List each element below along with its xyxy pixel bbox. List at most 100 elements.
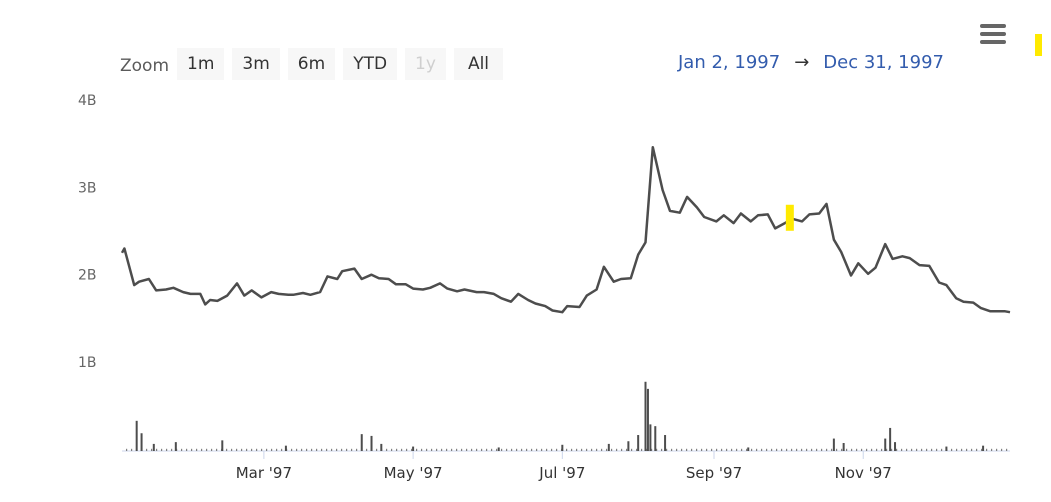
y-tick-label: 4B [78,93,97,109]
volume-bar-small [436,448,438,451]
zoom-label: Zoom [120,56,170,76]
volume-bar [649,424,652,451]
volume-bar [644,381,647,451]
range-arrow: → [794,52,810,73]
volume-bar-small [766,448,768,451]
volume-bar-small [391,448,393,451]
highlight-marker [1035,34,1042,56]
volume-bar-small [631,448,633,451]
volume-bar-small [441,448,443,451]
volume-bar-small [976,448,978,451]
volume-bar-small [621,448,623,451]
zoom-1y-button[interactable]: 1y [405,48,446,80]
volume-bar [646,388,649,451]
volume-bar-small [941,448,943,451]
volume-bar-small [651,448,653,451]
volume-bar [894,442,897,451]
volume-bar-small [871,448,873,451]
volume-bar-small [851,448,853,451]
volume-bar-small [251,448,253,451]
volume-bar-small [946,448,948,451]
volume-bar-small [366,448,368,451]
volume-bar [152,443,155,451]
volume-bar-small [156,448,158,451]
volume-bar-small [691,448,693,451]
volume-bar [654,426,657,451]
zoom-6m-button[interactable]: 6m [287,48,336,80]
volume-bar-small [491,448,493,451]
volume-bar [140,433,143,451]
volume-bar-small [926,448,928,451]
volume-bar [284,445,287,451]
volume-bar-small [836,448,838,451]
volume-bar-small [591,448,593,451]
volume-bar-small [656,448,658,451]
volume-bar-small [861,448,863,451]
volume-bar-small [891,448,893,451]
volume-bar-small [636,448,638,451]
volume-bar-small [481,448,483,451]
volume-bar-small [826,448,828,451]
volume-bar-small [381,448,383,451]
range-from[interactable]: Jan 2, 1997 [678,52,781,73]
volume-bar-small [896,448,898,451]
volume-bar-small [136,448,138,451]
volume-bar-small [236,448,238,451]
volume-bar-small [881,448,883,451]
volume-bar-small [426,448,428,451]
volume-bar-small [466,448,468,451]
volume-bar-small [326,448,328,451]
volume-bar-small [686,448,688,451]
volume-bar-small [376,448,378,451]
zoom-3m-button[interactable]: 3m [232,48,280,80]
volume-bar-small [246,448,248,451]
zoom-ytd-button[interactable]: YTD [343,48,398,80]
volume-bar-small [821,448,823,451]
volume-bar-small [596,448,598,451]
volume-bar-small [956,448,958,451]
volume-bar [627,441,630,451]
volume-bar-small [866,448,868,451]
volume-bar-small [901,448,903,451]
volume-bar [832,438,835,451]
volume-bar-small [616,448,618,451]
range-to[interactable]: Dec 31, 1997 [823,52,944,73]
volume-bar-small [421,448,423,451]
volume-bar-small [166,448,168,451]
volume-bar-small [706,448,708,451]
volume-bar [889,427,892,451]
volume-bar [380,443,383,451]
volume-bar-small [561,448,563,451]
volume-bar-small [346,448,348,451]
volume-bar-small [146,448,148,451]
volume-bar-small [171,448,173,451]
volume-bar-small [786,448,788,451]
zoom-1m-button[interactable]: 1m [177,48,225,80]
zoom-all-button[interactable]: All [453,48,504,80]
volume-bar-small [331,448,333,451]
volume-bar-small [456,448,458,451]
volume-bar-small [451,448,453,451]
hamburger-menu-icon[interactable] [980,24,1006,46]
volume-bar-small [981,448,983,451]
volume-bar-small [726,448,728,451]
volume-bar-small [606,448,608,451]
volume-bar-small [846,448,848,451]
volume-bar-small [371,448,373,451]
volume-bar-small [601,448,603,451]
volume-bar-small [841,448,843,451]
volume-bar-small [816,448,818,451]
volume-bar-small [666,448,668,451]
volume-bar-small [986,448,988,451]
volume-bar-small [581,448,583,451]
volume-bar-small [771,448,773,451]
volume-bar-small [506,448,508,451]
volume-bar-small [551,448,553,451]
volume-bar-small [226,448,228,451]
volume-bar-small [531,448,533,451]
volume-bar-small [936,448,938,451]
volume-bar-small [406,448,408,451]
volume-bar-small [476,448,478,451]
volume-bar-small [336,448,338,451]
volume-bar [747,447,750,451]
